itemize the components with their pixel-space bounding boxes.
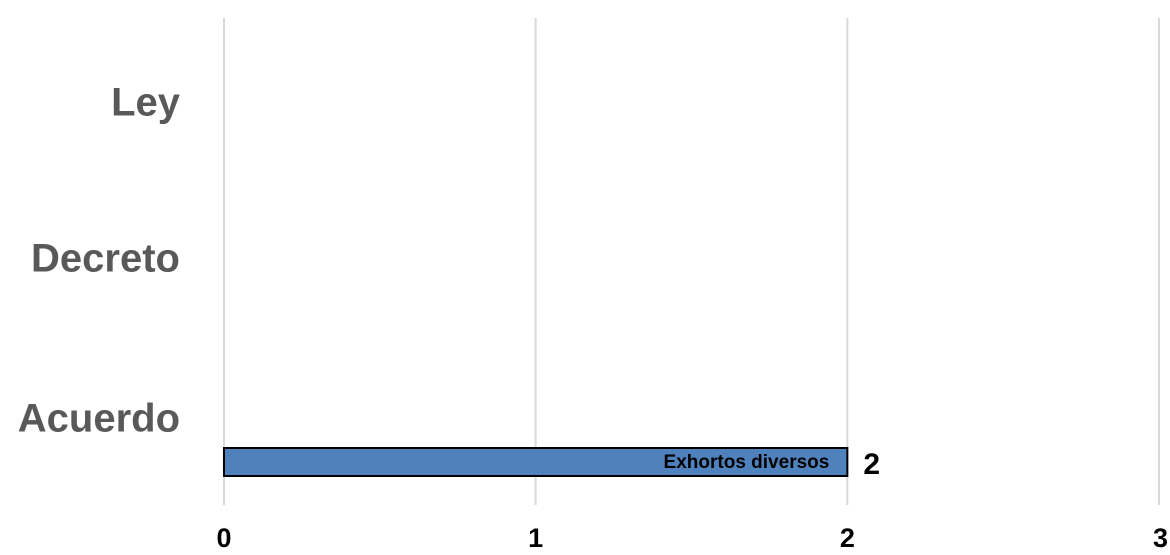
bar-acuerdo xyxy=(223,447,849,477)
data-label-acuerdo: 2 xyxy=(863,448,880,481)
x-tick-label-3: 3 xyxy=(1153,523,1168,553)
category-label-decreto: Decreto xyxy=(31,237,180,281)
gridlines xyxy=(223,18,1160,505)
category-label-acuerdo: Acuerdo xyxy=(18,397,180,441)
x-axis-tick-labels: 0 1 2 3 xyxy=(216,523,1168,553)
category-labels: Ley Decreto Acuerdo xyxy=(18,81,181,441)
x-tick-label-1: 1 xyxy=(528,523,543,553)
x-tick-label-2: 2 xyxy=(840,523,855,553)
category-label-ley: Ley xyxy=(111,81,181,125)
x-tick-label-0: 0 xyxy=(216,523,231,553)
bars: Exhortos diversos 2 xyxy=(223,447,880,481)
bar-annotation-acuerdo: Exhortos diversos xyxy=(664,452,830,473)
